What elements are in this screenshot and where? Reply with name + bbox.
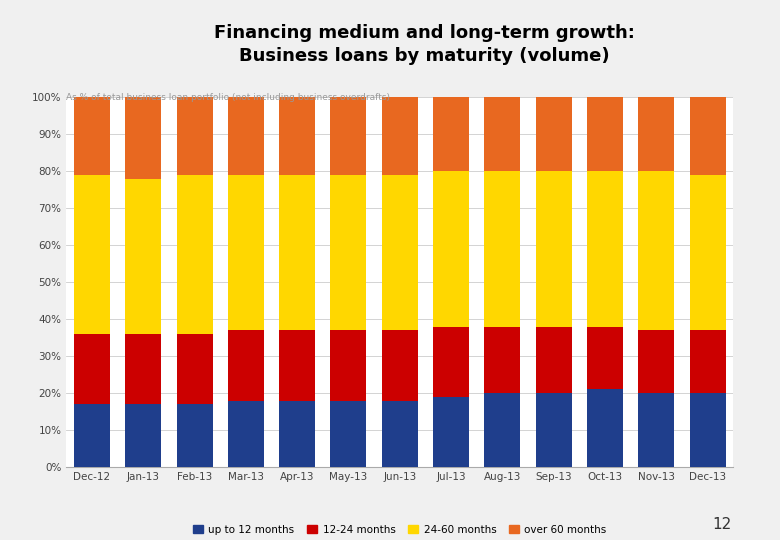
Bar <box>126 334 161 404</box>
Bar <box>690 175 725 330</box>
Bar <box>690 393 725 467</box>
Bar <box>638 393 674 467</box>
Bar <box>331 175 367 330</box>
Bar <box>176 175 212 334</box>
Bar <box>433 397 469 467</box>
Bar <box>381 401 418 467</box>
Bar <box>279 175 315 330</box>
Bar <box>176 334 212 404</box>
Bar <box>484 393 520 467</box>
Bar <box>381 330 418 401</box>
Bar <box>74 97 110 175</box>
Bar <box>126 404 161 467</box>
Bar <box>638 171 674 330</box>
Bar <box>176 404 212 467</box>
Bar <box>126 97 161 179</box>
Bar <box>638 330 674 393</box>
Bar <box>433 327 469 397</box>
Bar <box>279 401 315 467</box>
Legend: up to 12 months, 12-24 months, 24-60 months, over 60 months: up to 12 months, 12-24 months, 24-60 mon… <box>189 521 611 539</box>
Bar <box>536 327 572 393</box>
Bar <box>279 330 315 401</box>
Bar <box>228 175 264 330</box>
Bar <box>690 330 725 393</box>
Bar <box>74 175 110 334</box>
Bar <box>228 401 264 467</box>
Bar <box>536 393 572 467</box>
Bar <box>126 179 161 334</box>
Bar <box>587 389 623 467</box>
Text: 12: 12 <box>712 517 731 532</box>
Text: As % of total business loan portfolio (not including business overdrafts): As % of total business loan portfolio (n… <box>66 93 390 102</box>
Bar <box>433 97 469 171</box>
Bar <box>381 97 418 175</box>
Bar <box>74 404 110 467</box>
Bar <box>638 97 674 171</box>
Bar <box>228 330 264 401</box>
Bar <box>331 97 367 175</box>
Bar <box>176 97 212 175</box>
Bar <box>74 334 110 404</box>
Bar <box>381 175 418 330</box>
Bar <box>587 97 623 171</box>
Bar <box>484 327 520 393</box>
Bar <box>536 171 572 327</box>
Bar <box>433 171 469 327</box>
Bar <box>279 97 315 175</box>
Bar <box>690 97 725 175</box>
Text: Financing medium and long-term growth:
Business loans by maturity (volume): Financing medium and long-term growth: B… <box>215 24 635 65</box>
Bar <box>587 171 623 327</box>
Bar <box>587 327 623 389</box>
Bar <box>331 401 367 467</box>
Bar <box>331 330 367 401</box>
Bar <box>536 97 572 171</box>
Bar <box>484 171 520 327</box>
Bar <box>484 97 520 171</box>
Bar <box>228 97 264 175</box>
